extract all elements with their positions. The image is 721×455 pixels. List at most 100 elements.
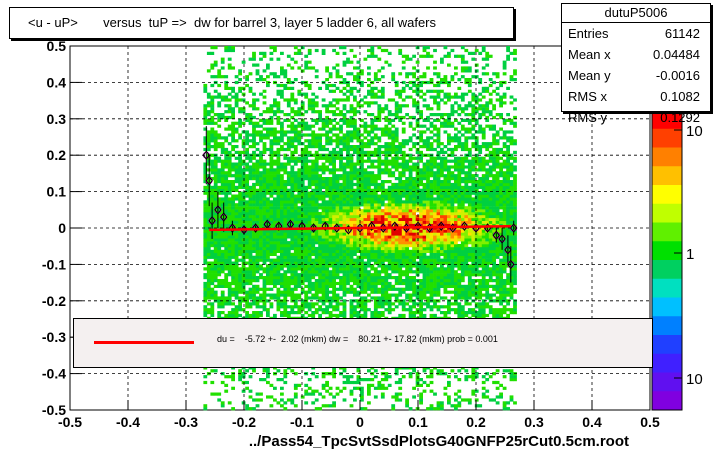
heatmap-cell xyxy=(286,313,291,318)
heatmap-cell xyxy=(394,156,399,160)
heatmap-cell xyxy=(311,273,316,277)
heatmap-cell xyxy=(356,127,361,131)
heatmap-cell xyxy=(391,156,396,160)
heatmap-cell xyxy=(342,287,347,291)
heatmap-cell xyxy=(266,244,270,248)
heatmap-cell xyxy=(419,401,423,405)
heatmap-cell xyxy=(283,372,288,376)
heatmap-cell xyxy=(273,241,277,245)
heatmap-cell xyxy=(248,121,253,125)
heatmap-cell xyxy=(398,392,403,396)
heatmap-cell xyxy=(321,241,326,245)
heatmap-cell xyxy=(426,209,430,213)
heatmap-cell xyxy=(363,232,368,236)
heatmap-cell xyxy=(415,89,420,93)
heatmap-cell xyxy=(220,174,225,178)
heatmap-cell xyxy=(297,130,302,134)
heatmap-cell xyxy=(405,95,409,99)
heatmap-cell xyxy=(422,276,427,280)
heatmap-cell xyxy=(227,235,232,239)
heatmap-cell xyxy=(335,197,340,201)
heatmap-cell xyxy=(314,191,319,195)
heatmap-cell xyxy=(245,273,249,277)
heatmap-cell xyxy=(238,150,242,154)
heatmap-cell xyxy=(363,57,368,61)
heatmap-cell xyxy=(300,214,305,219)
heatmap-cell xyxy=(367,279,371,283)
heatmap-cell xyxy=(349,168,354,172)
heatmap-cell xyxy=(380,270,385,274)
heatmap-cell xyxy=(227,86,232,90)
heatmap-cell xyxy=(419,305,423,309)
heatmap-cell xyxy=(314,273,319,277)
heatmap-cell xyxy=(387,63,392,67)
heatmap-cell xyxy=(426,281,430,286)
heatmap-cell xyxy=(328,89,333,93)
heatmap-cell xyxy=(238,276,242,280)
heatmap-cell xyxy=(231,313,235,318)
heatmap-cell xyxy=(342,203,347,207)
heatmap-cell xyxy=(297,168,302,172)
heatmap-cell xyxy=(318,139,322,143)
heatmap-cell xyxy=(325,249,329,253)
heatmap-cell xyxy=(335,209,340,213)
heatmap-cell xyxy=(276,238,281,242)
heatmap-cell xyxy=(276,121,281,125)
heatmap-cell xyxy=(262,302,267,306)
heatmap-cell xyxy=(356,209,361,213)
heatmap-cell xyxy=(293,386,298,390)
heatmap-cell xyxy=(304,214,309,219)
heatmap-cell xyxy=(276,203,281,207)
heatmap-cell xyxy=(213,133,218,137)
heatmap-cell xyxy=(307,246,312,251)
heatmap-cell xyxy=(234,313,239,318)
heatmap-cell xyxy=(367,66,371,70)
heatmap-cell xyxy=(408,261,413,265)
heatmap-cell xyxy=(405,238,409,242)
heatmap-cell xyxy=(335,180,340,184)
heatmap-cell xyxy=(394,209,399,213)
heatmap-cell xyxy=(307,98,312,102)
heatmap-cell xyxy=(346,258,350,262)
heatmap-cell xyxy=(332,235,336,239)
heatmap-cell xyxy=(363,209,368,213)
heatmap-cell xyxy=(300,255,305,259)
heatmap-cell xyxy=(325,104,329,108)
heatmap-cell xyxy=(373,313,378,318)
heatmap-cell xyxy=(297,48,302,53)
heatmap-cell xyxy=(360,313,364,318)
heatmap-cell xyxy=(224,182,229,187)
heatmap-cell xyxy=(398,200,403,204)
heatmap-cell xyxy=(332,264,336,268)
heatmap-cell xyxy=(255,171,260,175)
heatmap-cell xyxy=(293,206,298,210)
heatmap-cell xyxy=(286,63,291,67)
heatmap-cell xyxy=(415,60,420,64)
heatmap-cell xyxy=(252,171,256,175)
heatmap-cell xyxy=(266,121,270,125)
heatmap-cell xyxy=(286,398,291,402)
heatmap-cell xyxy=(290,308,295,312)
heatmap-cell xyxy=(370,287,375,291)
heatmap-cell xyxy=(370,177,375,181)
heatmap-cell xyxy=(415,162,420,166)
heatmap-cell xyxy=(234,95,239,99)
heatmap-cell xyxy=(373,200,378,204)
heatmap-cell xyxy=(408,124,413,128)
heatmap-cell xyxy=(367,153,371,157)
heatmap-cell xyxy=(210,194,215,198)
heatmap-cell xyxy=(213,113,218,117)
heatmap-cell xyxy=(398,142,403,146)
heatmap-cell xyxy=(321,246,326,251)
heatmap-cell xyxy=(318,145,322,149)
heatmap-cell xyxy=(398,378,403,382)
heatmap-cell xyxy=(266,372,270,376)
heatmap-cell xyxy=(408,244,413,248)
heatmap-cell xyxy=(346,177,350,181)
heatmap-cell xyxy=(269,261,274,265)
heatmap-cell xyxy=(280,133,284,137)
heatmap-cell xyxy=(360,156,364,160)
heatmap-cell xyxy=(387,267,392,271)
heatmap-cell xyxy=(373,212,378,216)
heatmap-cell xyxy=(426,276,430,280)
